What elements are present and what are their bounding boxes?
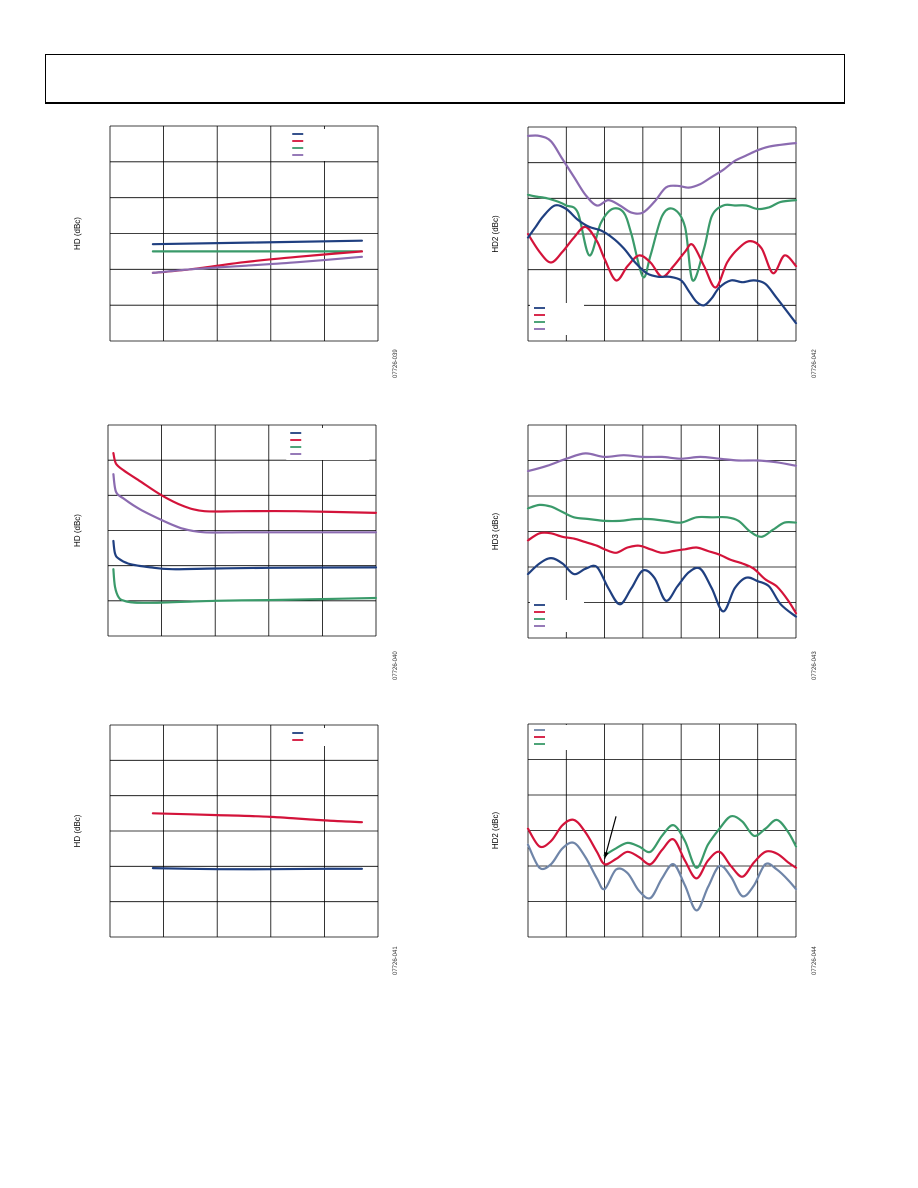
chart-hd-top-left: HD (dBc) <box>73 125 379 342</box>
legend <box>286 428 370 460</box>
series-line-blue <box>526 204 798 325</box>
series-line-green <box>112 568 378 604</box>
series-line-green <box>603 814 798 869</box>
figure-id: 07726-041 <box>393 946 399 975</box>
annotation-arrow-shaft <box>603 816 617 860</box>
series-line-red <box>526 531 798 615</box>
legend <box>530 600 584 632</box>
chart-hd-middle-left: HD (dBc) <box>73 424 378 637</box>
annotation-arrow-head <box>603 851 609 859</box>
grid <box>109 125 379 342</box>
series-line-red <box>526 225 798 289</box>
series-line-blue <box>151 239 363 246</box>
series-line-blue <box>112 539 378 571</box>
chart-hd2-bottom-right: HD2 (dBc) <box>491 723 798 938</box>
legend <box>288 728 372 746</box>
series-line-green <box>526 503 798 538</box>
grid <box>109 724 379 938</box>
annotation-arrow <box>603 816 617 860</box>
series-line-green <box>526 193 798 282</box>
series-line-red <box>112 452 378 514</box>
chart-hd3-middle-right: HD3 (dBc) <box>491 424 798 639</box>
legend <box>530 725 584 750</box>
y-axis-label: HD2 (dBc) <box>491 215 500 253</box>
legend-background <box>288 728 372 746</box>
figure-id: 07726-040 <box>393 651 399 680</box>
grid <box>527 723 797 938</box>
series-line-red <box>526 818 798 880</box>
chart-hd2-top-right: HD2 (dBc) <box>491 126 798 342</box>
chart-hd-bottom-left: HD (dBc) <box>73 724 379 938</box>
series-line-red <box>151 812 363 824</box>
series-line-blue <box>151 867 363 871</box>
y-axis-label: HD (dBc) <box>73 814 82 847</box>
figure-id: 07726-039 <box>393 349 399 378</box>
y-axis-label: HD2 (dBc) <box>491 811 500 849</box>
series-line-purple <box>112 473 378 534</box>
series-line-blue <box>526 557 798 618</box>
figure-id: 07726-044 <box>812 946 818 975</box>
series-line-purple <box>526 134 798 215</box>
y-axis-label: HD (dBc) <box>73 217 82 250</box>
legend <box>530 303 584 335</box>
y-axis-label: HD3 (dBc) <box>491 512 500 550</box>
series-line-purple <box>151 255 363 274</box>
y-axis-label: HD (dBc) <box>73 514 82 547</box>
page-header-box <box>45 54 845 104</box>
series-line-steel <box>526 841 798 912</box>
legend <box>288 129 372 161</box>
figure-id: 07726-043 <box>812 651 818 680</box>
figure-id: 07726-042 <box>812 349 818 378</box>
series-line-purple <box>526 452 798 473</box>
